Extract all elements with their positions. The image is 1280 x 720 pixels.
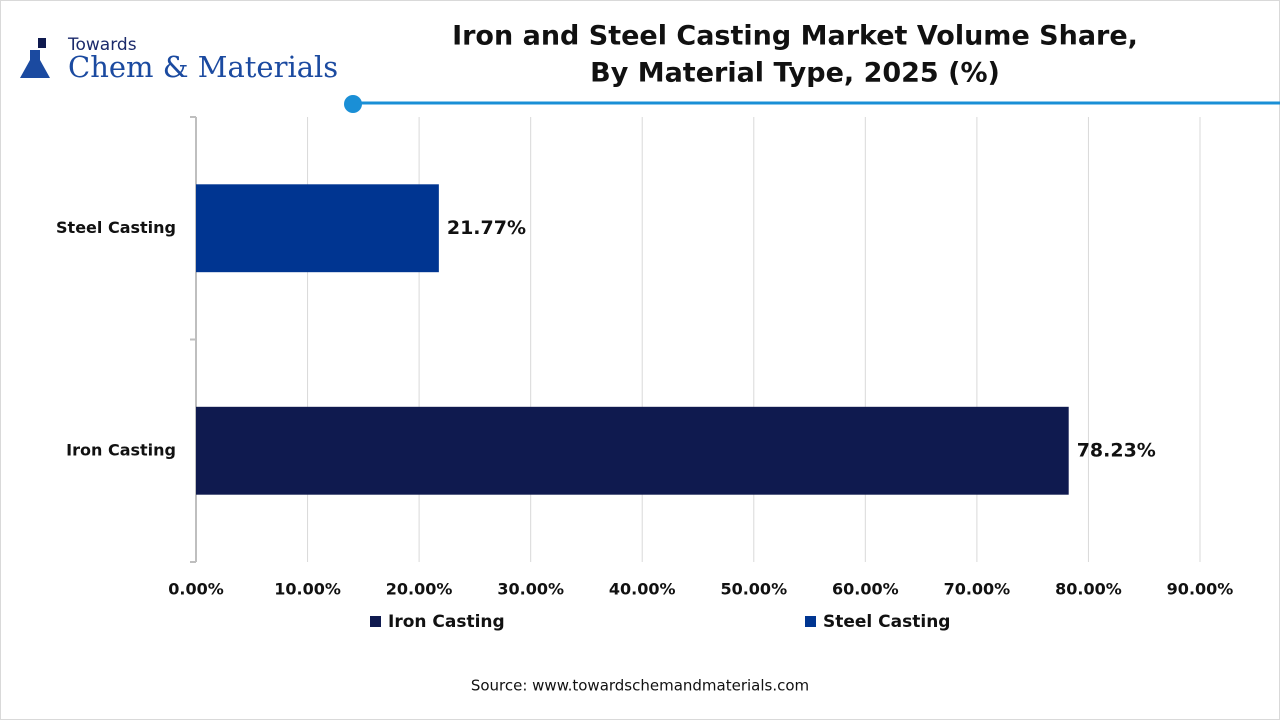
x-tick-label: 60.00% [832,580,899,599]
x-tick-label: 30.00% [497,580,564,599]
legend-swatch [805,616,816,627]
header-dot [344,95,362,113]
x-tick-label: 0.00% [168,580,224,599]
x-tick-label: 50.00% [720,580,787,599]
source: Source: www.towardschemandmaterials.com [471,677,809,695]
y-tick-label: Iron Casting [66,440,176,459]
logo-icon [38,38,46,48]
x-tick-label: 40.00% [609,580,676,599]
legend-label: Iron Casting [388,612,505,632]
bar [196,184,439,273]
y-tick-label: Steel Casting [56,218,176,237]
x-tick-label: 70.00% [944,580,1011,599]
legend-swatch [370,616,381,627]
logo-icon [20,50,50,78]
logo-top: Towards [67,35,137,55]
x-tick-label: 90.00% [1167,580,1234,599]
chart-title: Iron and Steel Casting Market Volume Sha… [452,21,1138,52]
x-tick-label: 80.00% [1055,580,1122,599]
x-tick-label: 20.00% [386,580,453,599]
logo: Towards Chem & Materials [20,35,338,84]
data-label: 21.77% [447,217,526,239]
bar [196,406,1069,495]
x-tick-label: 10.00% [274,580,341,599]
logo-name: Chem & Materials [68,50,338,84]
legend-label: Steel Casting [823,612,950,632]
chart-title: By Material Type, 2025 (%) [590,58,1000,89]
data-label: 78.23% [1077,439,1156,461]
